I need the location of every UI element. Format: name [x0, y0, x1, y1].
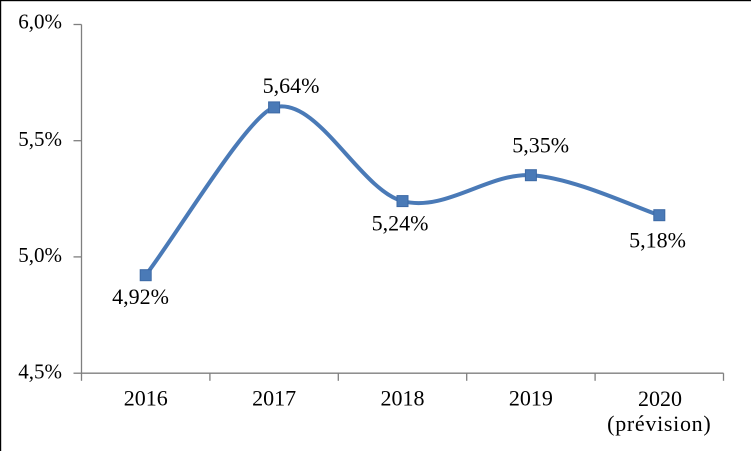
svg-text:5,35%: 5,35% [512, 133, 569, 158]
svg-text:2016: 2016 [124, 386, 168, 411]
svg-text:4,5%: 4,5% [18, 360, 62, 384]
svg-text:5,64%: 5,64% [263, 73, 320, 98]
svg-text:5,5%: 5,5% [18, 127, 62, 151]
svg-text:6,0%: 6,0% [18, 9, 62, 33]
svg-text:5,18%: 5,18% [629, 228, 686, 253]
svg-text:2019: 2019 [509, 386, 553, 411]
svg-text:2020: 2020 [638, 386, 682, 411]
svg-text:2018: 2018 [381, 386, 425, 411]
svg-text:5,0%: 5,0% [18, 243, 62, 267]
svg-text:(prévision): (prévision) [607, 411, 711, 436]
svg-text:2017: 2017 [252, 386, 296, 411]
svg-text:5,24%: 5,24% [372, 211, 429, 236]
svg-text:4,92%: 4,92% [112, 284, 169, 309]
